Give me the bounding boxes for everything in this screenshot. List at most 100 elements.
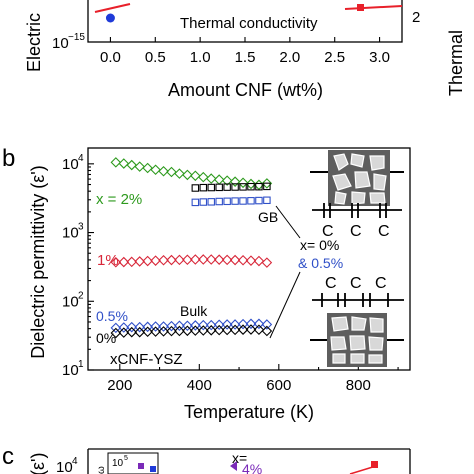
panel-c-marker (138, 463, 144, 469)
data-point (150, 326, 161, 337)
panel-c-inset (107, 452, 159, 474)
data-point (198, 171, 209, 183)
data-point (199, 183, 208, 192)
data-point (199, 198, 208, 206)
data-point (142, 162, 153, 174)
svg-text:10: 10 (62, 293, 79, 310)
data-point (245, 178, 257, 190)
data-point (158, 326, 169, 337)
data-point (253, 318, 265, 330)
data-point (261, 257, 273, 268)
svg-text:C: C (350, 223, 362, 240)
data-point (158, 321, 169, 332)
data-point (215, 183, 223, 192)
annot-gb: GB (258, 209, 278, 225)
data-point (237, 318, 249, 330)
data-point (205, 319, 217, 331)
panel-a-data (105, 13, 115, 23)
svg-text:4: 4 (72, 456, 78, 467)
data-point (247, 197, 255, 205)
panel-b-letter: b (2, 145, 15, 172)
data-point (221, 175, 233, 186)
data-point (221, 324, 233, 336)
svg-text:10: 10 (52, 35, 69, 52)
data-point (239, 183, 247, 191)
data-point (174, 325, 185, 337)
panel-a-xtick-label: 1.5 (235, 49, 256, 66)
svg-text:5: 5 (124, 455, 128, 462)
data-point (263, 182, 271, 191)
panel-b-xtick-label: 200 (107, 377, 132, 394)
data-point (118, 322, 130, 333)
panel-a-legend: Thermal conductivity (180, 15, 318, 32)
panel-c-x-label: x= (232, 450, 247, 466)
panel-c-inset-tick: 10 5 (112, 455, 128, 469)
series-1pct (110, 254, 273, 268)
data-point (229, 176, 241, 187)
data-point (118, 327, 130, 338)
svg-text:10: 10 (56, 459, 73, 474)
data-point (166, 320, 177, 332)
data-point (231, 183, 239, 191)
data-point (198, 325, 209, 336)
data-point (110, 157, 122, 168)
data-point (190, 320, 201, 331)
data-point (213, 324, 225, 336)
data-point (150, 255, 161, 266)
panel-a-xtick-label: 0.0 (100, 49, 121, 66)
panel-a-xtick-label: 1.0 (190, 49, 211, 66)
data-point (261, 178, 273, 189)
panel-b-ytick-label: 10 2 (62, 290, 84, 310)
panel-c-axis-fragment: (ε') (28, 453, 48, 474)
svg-text:10: 10 (62, 225, 79, 242)
data-point (245, 318, 257, 330)
svg-text:10: 10 (112, 458, 124, 469)
panel-a: Thermal conductivity 2 Thermal Electric … (24, 0, 466, 100)
series-GB (191, 196, 271, 207)
data-point (134, 256, 145, 267)
data-point (213, 254, 225, 265)
data-point (207, 183, 215, 192)
schematic-bulk: C C C (310, 275, 404, 367)
panel-b-series (110, 157, 273, 339)
data-point (237, 255, 249, 266)
annot-bulk: Bulk (180, 303, 208, 319)
data-point (134, 161, 145, 172)
data-point (223, 197, 231, 206)
svg-text:C: C (325, 275, 337, 292)
svg-text:C: C (378, 223, 390, 240)
data-point (207, 198, 215, 206)
panel-a-right-tick: 2 (412, 9, 420, 26)
data-point (237, 324, 249, 335)
panel-b-ytick-label: 10 3 (62, 222, 84, 242)
data-point (190, 170, 201, 182)
panel-a-thermal-marker (357, 4, 364, 11)
panel-b-xtick-label: 400 (187, 377, 212, 394)
data-point (263, 196, 271, 205)
data-point (166, 325, 177, 337)
svg-text:10: 10 (62, 362, 79, 379)
panel-c-series-marker (371, 461, 378, 468)
annot-1: 1% (97, 252, 119, 269)
data-point (182, 320, 193, 332)
data-point (261, 319, 273, 330)
data-point (198, 319, 209, 331)
panel-c-inset-axis: ω (96, 466, 107, 474)
data-point (191, 184, 200, 192)
svg-text:2: 2 (78, 290, 84, 301)
panel-a-xlabel: Amount CNF (wt%) (168, 80, 323, 100)
panel-a-point (105, 13, 115, 23)
panel-b-frame (87, 147, 411, 371)
data-point (174, 168, 185, 179)
panel-a-x-axis: 0.0 0.5 1.0 1.5 2.0 2.5 3.0 (100, 37, 390, 66)
data-point (229, 254, 241, 266)
svg-text:1: 1 (78, 359, 84, 370)
data-point (253, 324, 265, 336)
series-0pct (110, 324, 273, 339)
annot-and-half: & 0.5% (298, 255, 343, 271)
panel-b-xtick-label: 600 (266, 377, 291, 394)
data-point (118, 256, 130, 268)
